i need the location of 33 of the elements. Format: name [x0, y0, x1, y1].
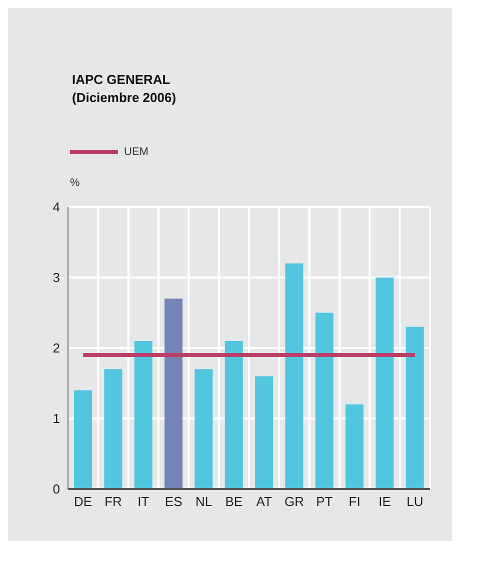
x-tick-label: IT [138, 494, 150, 510]
x-tick-label: IE [378, 494, 392, 510]
y-axis-title: % [70, 177, 81, 191]
y-tick-label: 1 [52, 411, 60, 426]
x-tick-label: AT [256, 494, 272, 510]
bar [346, 404, 364, 489]
x-tick-label: ES [164, 494, 183, 510]
x-tick-label: DE [74, 494, 92, 510]
legend-label: UEM [124, 146, 148, 158]
bar [255, 376, 274, 489]
x-tick-label: PT [316, 494, 333, 510]
y-tick-label: 4 [52, 200, 60, 215]
chart-title: IAPC GENERAL [72, 71, 172, 89]
bar [164, 298, 183, 489]
chart-subtitle: (Diciembre 2006) [72, 89, 178, 107]
x-tick-label: FR [104, 494, 122, 510]
x-tick-label: GR [284, 494, 304, 510]
bar [194, 369, 213, 489]
y-tick-label: 2 [52, 340, 60, 356]
x-tick-label: FI [348, 494, 360, 510]
x-tick-label: BE [225, 494, 243, 510]
bar [376, 278, 394, 489]
x-tick-label: LU [406, 494, 424, 510]
bar [285, 263, 304, 489]
y-tick-label: 3 [52, 270, 60, 286]
bar [406, 326, 424, 489]
x-tick-label: NL [195, 494, 212, 510]
bar [134, 340, 152, 489]
bar [224, 340, 243, 489]
bar [74, 390, 92, 489]
bar [104, 369, 122, 489]
y-tick-label: 0 [52, 482, 60, 497]
bar [315, 312, 334, 489]
